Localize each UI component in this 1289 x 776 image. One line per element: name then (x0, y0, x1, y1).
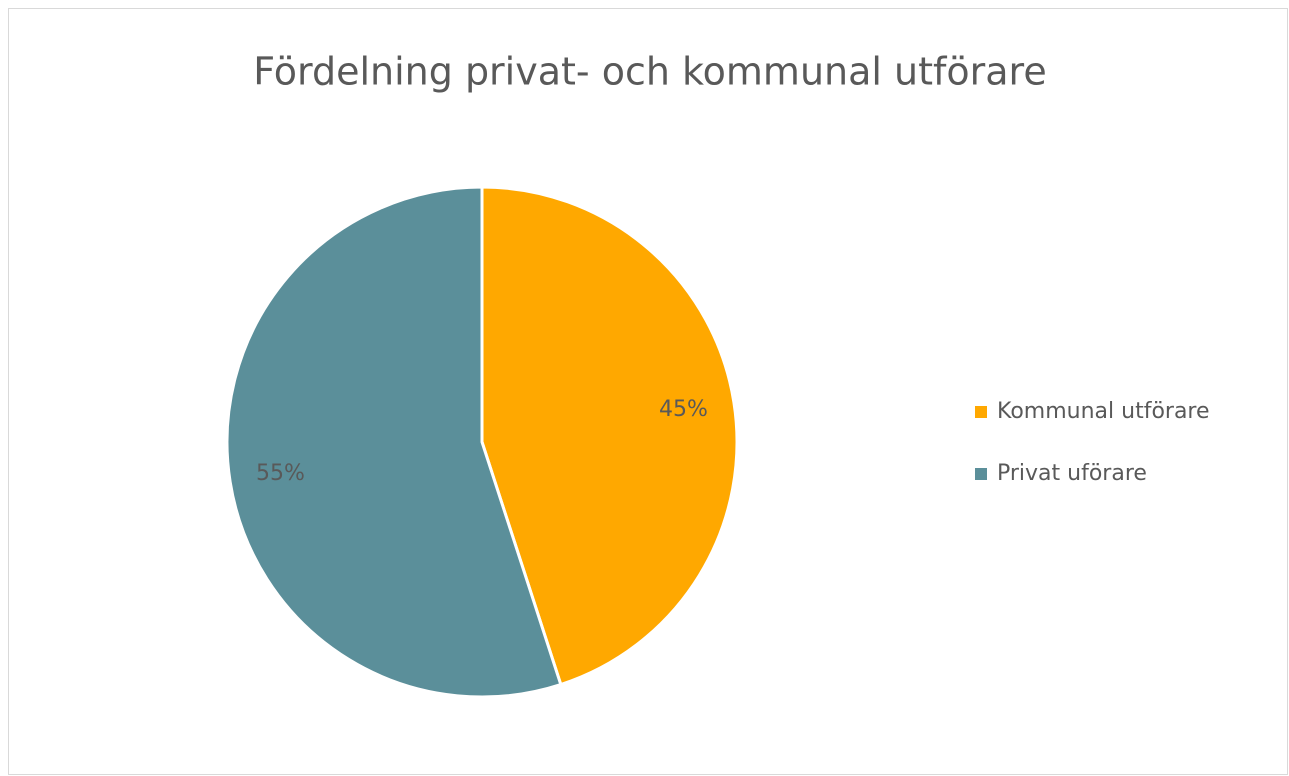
legend-swatch (975, 468, 987, 480)
data-label: 55% (256, 461, 305, 486)
chart-title: Fördelning privat- och kommunal utförare (253, 50, 1046, 94)
legend-label: Kommunal utförare (997, 399, 1210, 424)
legend-swatch (975, 406, 987, 418)
pie-slice (480, 185, 739, 687)
data-label: 45% (659, 397, 708, 422)
legend-label: Privat uförare (997, 461, 1147, 486)
pie-slice (225, 185, 563, 699)
